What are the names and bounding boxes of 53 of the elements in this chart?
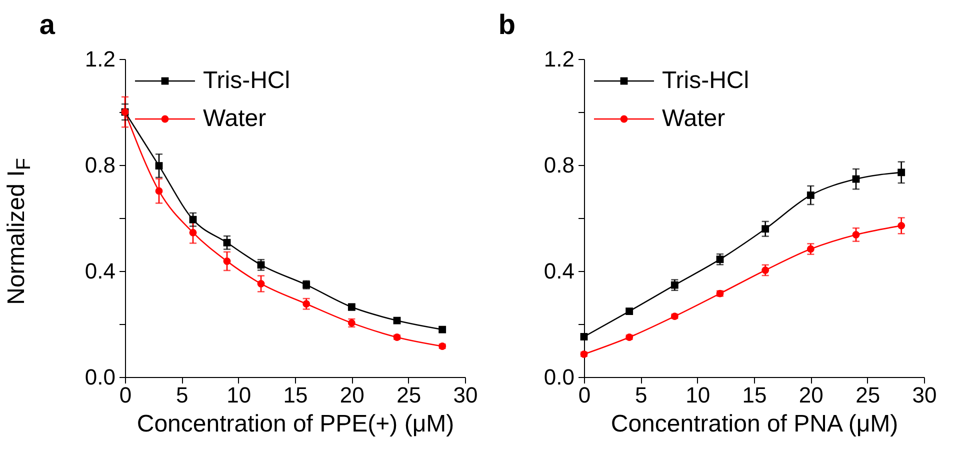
x-tick-label: 25: [856, 382, 880, 408]
x-tick-label: 10: [686, 382, 710, 408]
x-tick-label: 25: [396, 382, 422, 408]
legend-label: Tris-HCl: [662, 67, 750, 94]
point: [155, 187, 163, 195]
x-tick-label: 5: [176, 382, 188, 408]
y-tick-label: 0.8: [84, 152, 116, 178]
point: [852, 230, 860, 238]
point: [670, 281, 678, 289]
x-tick-label: 15: [742, 382, 767, 408]
x-tick-label: 20: [798, 382, 824, 408]
point: [189, 228, 197, 236]
point: [898, 168, 906, 176]
x-tick-label: 15: [283, 382, 308, 408]
x-tick-label: 20: [340, 382, 364, 408]
legend-label: Tris-HCl: [203, 67, 290, 94]
x-tick-label: 5: [635, 382, 648, 408]
point: [438, 326, 446, 334]
point: [762, 225, 770, 233]
point: [806, 245, 814, 253]
x-axis-title: Concentration of PNA (μM): [610, 410, 898, 438]
point: [257, 261, 265, 269]
point: [580, 333, 588, 340]
x-tick-label: 30: [453, 382, 478, 408]
point: [626, 308, 634, 315]
x-tick-label: 30: [912, 382, 937, 408]
y-tick-label: 0.0: [84, 364, 116, 390]
chart-title: b: [498, 9, 516, 40]
x-tick-label: 10: [226, 382, 252, 408]
point: [393, 316, 401, 324]
legend-label: Water: [203, 105, 266, 132]
point: [223, 257, 231, 265]
point: [302, 300, 310, 308]
legend-label: Water: [662, 105, 726, 132]
point: [716, 256, 724, 264]
point: [155, 162, 163, 170]
point: [762, 266, 770, 274]
y-tick-label: 1.2: [84, 46, 116, 72]
point: [806, 192, 814, 199]
point: [189, 216, 197, 224]
point: [257, 280, 265, 288]
y-tick-label: 0.4: [84, 258, 116, 284]
x-tick-label: 0: [119, 382, 132, 408]
y-tick-label: 0.8: [544, 152, 574, 178]
point: [223, 238, 231, 246]
point: [852, 175, 860, 183]
x-axis-title: Concentration of PPE(+) (μM): [136, 410, 454, 438]
y-tick-label: 1.2: [544, 46, 574, 72]
chart-title: a: [39, 9, 56, 40]
x-tick-label: 0: [578, 382, 591, 408]
y-tick-label: 0.0: [544, 364, 574, 390]
point: [898, 222, 906, 230]
y-tick-label: 0.4: [544, 258, 574, 284]
